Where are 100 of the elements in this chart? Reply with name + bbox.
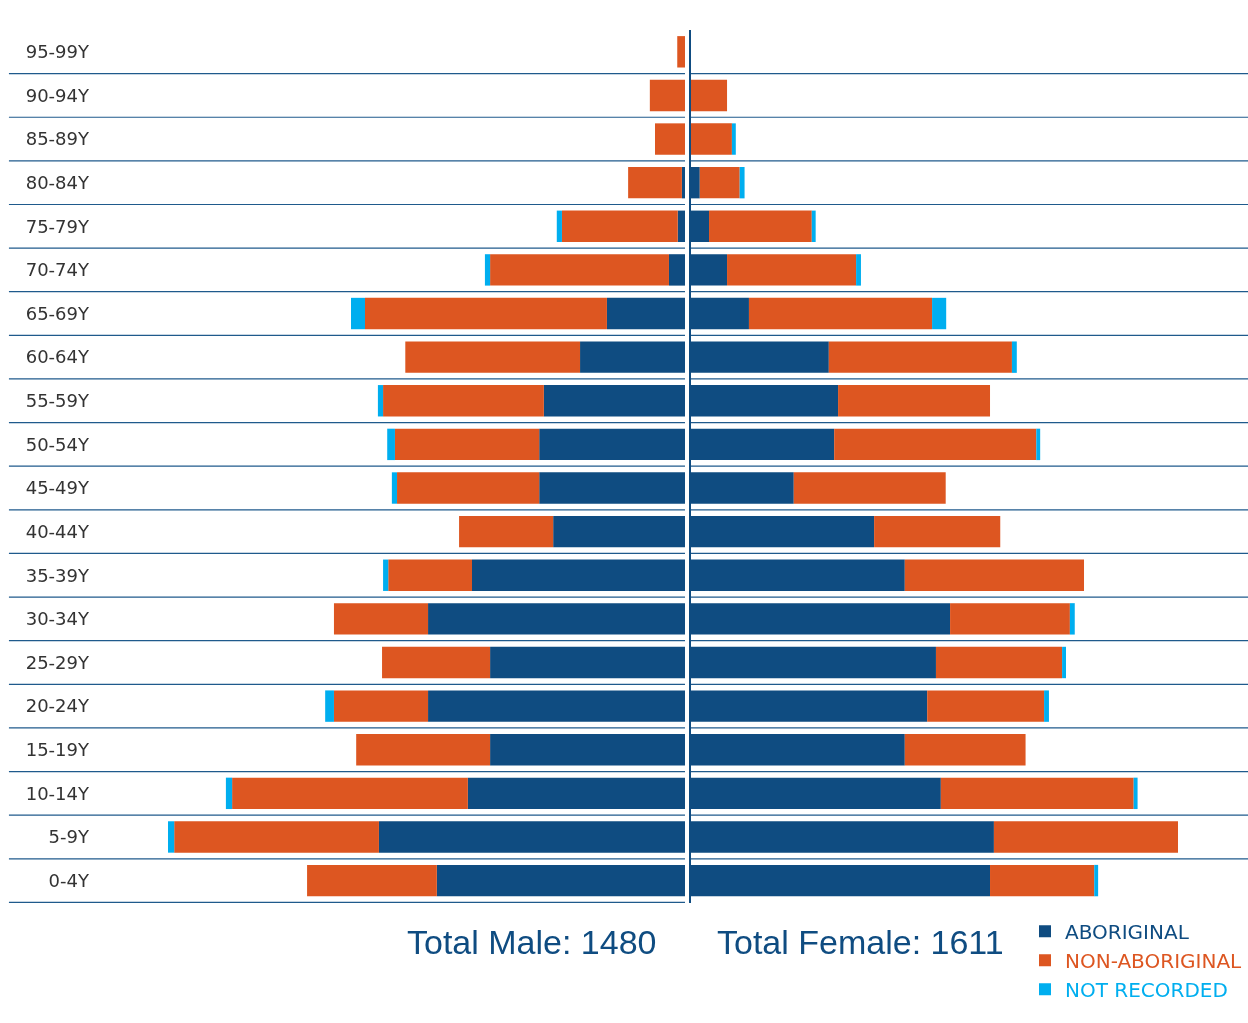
y-tick-label: 50-54Y [25,433,90,455]
y-tick-label: 20-24Y [25,695,90,717]
bar [580,341,685,373]
bar [727,254,857,286]
bar [691,79,728,112]
y-tick-label: 10-14Y [25,782,90,804]
bar [391,472,398,504]
bar [351,297,365,330]
y-tick-label: 90-94Y [25,84,90,106]
legend-label: NOT RECORDED [1065,978,1228,1003]
bar [356,734,491,766]
bar [232,777,468,810]
bar [838,385,991,417]
bar [649,79,685,112]
bar [387,428,395,461]
bar [490,254,669,286]
y-tick-label: 30-34Y [25,608,90,630]
bar [932,297,947,330]
bar [856,254,861,286]
bar [668,254,685,286]
text: Total Female: 1611 [717,923,1004,961]
y-tick-label: 75-79Y [25,215,90,237]
bar [472,559,685,591]
bar [748,297,933,330]
bar [709,210,812,242]
y-tick-label: 60-64Y [25,346,90,368]
bar [993,821,1178,853]
bar [174,821,379,853]
bar [691,123,732,155]
bar [436,864,685,897]
bar [333,603,429,635]
y-tick-label: 25-29Y [25,651,90,673]
bar [382,646,491,679]
bar [490,734,685,766]
bar [1062,646,1066,679]
bar [383,559,389,591]
bar [333,690,429,722]
y-tick-label: 15-19Y [25,739,90,761]
bar [394,428,540,461]
bar [904,559,1085,591]
y-tick-label: 35-39Y [25,564,90,586]
y-tick-label: 45-49Y [25,477,90,499]
y-tick-label: 55-59Y [25,390,90,412]
bar [990,864,1095,897]
bar [556,210,562,242]
bar [628,166,682,199]
bar [307,864,437,897]
y-tick-label: 0-4Y [48,869,90,891]
bar [428,690,685,722]
bar [606,297,685,330]
bar [388,559,472,591]
bar [1044,690,1049,722]
bar [490,646,685,679]
text: Total Male: 1480 [407,923,657,961]
bar [467,777,685,810]
bar [793,472,946,504]
bar [681,166,685,199]
bar [940,777,1134,810]
bar [561,210,678,242]
bar [811,210,816,242]
bar [1011,341,1017,373]
bar [699,166,740,199]
bar [828,341,1012,373]
bar [378,821,685,853]
y-tick-label: 70-74Y [25,259,90,281]
bar [225,777,233,810]
legend-label: NON-ABORIGINAL [1065,949,1243,974]
bar [677,210,685,242]
bar [397,472,540,504]
bar [364,297,607,330]
y-tick-label: 95-99Y [25,41,90,63]
y-tick-label: 85-89Y [25,128,90,150]
bar [383,385,544,417]
bar [1133,777,1138,810]
bar [1036,428,1041,461]
bar [459,515,554,548]
bar [655,123,685,155]
y-tick-label: 65-69Y [25,302,90,324]
bar [325,690,334,722]
y-tick-label: 40-44Y [25,520,90,542]
y-tick-label: 5-9Y [48,826,90,848]
bar [168,821,175,853]
bar [874,515,1001,548]
bar [834,428,1037,461]
bar [739,166,745,199]
y-tick-label: 80-84Y [25,171,90,193]
bar [405,341,581,373]
bar [731,123,736,155]
bar [1069,603,1075,635]
legend-label: ABORIGINAL [1065,920,1190,945]
bar [377,385,384,417]
bar [677,36,685,68]
bar [1094,864,1099,897]
bar [950,603,1070,635]
bar [543,385,685,417]
bar [484,254,491,286]
bar [428,603,685,635]
bar [927,690,1045,722]
bar [904,734,1026,766]
bar [935,646,1063,679]
